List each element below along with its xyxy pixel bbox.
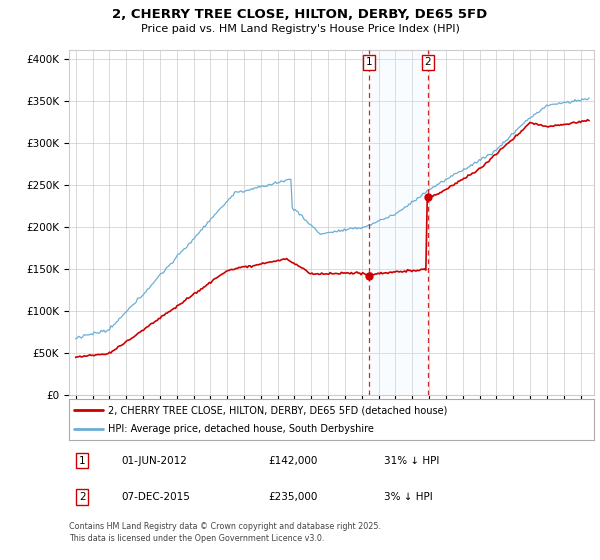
Text: 2, CHERRY TREE CLOSE, HILTON, DERBY, DE65 5FD (detached house): 2, CHERRY TREE CLOSE, HILTON, DERBY, DE6… — [109, 405, 448, 415]
Text: 2, CHERRY TREE CLOSE, HILTON, DERBY, DE65 5FD: 2, CHERRY TREE CLOSE, HILTON, DERBY, DE6… — [112, 8, 488, 21]
Text: 07-DEC-2015: 07-DEC-2015 — [121, 492, 190, 502]
Text: £235,000: £235,000 — [269, 492, 318, 502]
Text: Price paid vs. HM Land Registry's House Price Index (HPI): Price paid vs. HM Land Registry's House … — [140, 24, 460, 34]
Text: 31% ↓ HPI: 31% ↓ HPI — [384, 455, 439, 465]
Text: 2: 2 — [79, 492, 85, 502]
Text: 3% ↓ HPI: 3% ↓ HPI — [384, 492, 433, 502]
Text: 2: 2 — [424, 58, 431, 67]
Text: 01-JUN-2012: 01-JUN-2012 — [121, 455, 187, 465]
Text: £142,000: £142,000 — [269, 455, 318, 465]
Text: Contains HM Land Registry data © Crown copyright and database right 2025.
This d: Contains HM Land Registry data © Crown c… — [69, 522, 381, 543]
Text: 1: 1 — [79, 455, 85, 465]
Bar — [369, 50, 428, 395]
Text: HPI: Average price, detached house, South Derbyshire: HPI: Average price, detached house, Sout… — [109, 424, 374, 433]
Text: 1: 1 — [365, 58, 372, 67]
